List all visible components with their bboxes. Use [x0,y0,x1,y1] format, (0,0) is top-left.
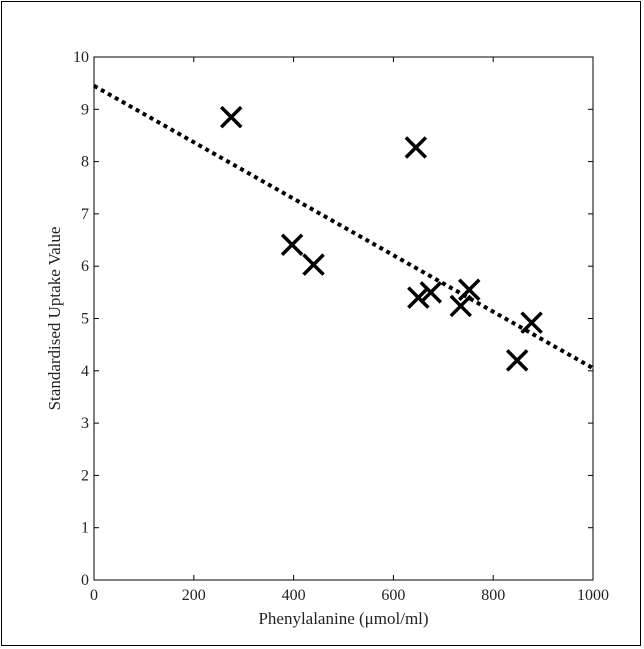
data-point-x-marker [302,253,325,276]
y-tick-label: 8 [81,154,89,171]
y-tick-label: 7 [81,206,89,223]
y-tick-label: 0 [81,572,89,589]
y-tick-label: 1 [81,520,89,537]
axes-box [93,56,594,581]
y-tick-label: 5 [81,311,89,328]
data-point-x-marker [449,294,473,318]
trendline [93,84,594,370]
x-tick-label: 1000 [577,587,609,604]
plot-area [93,56,594,581]
data-point-x-marker [407,286,430,309]
y-tick-label: 9 [81,101,89,118]
tick-layer: 0 200 400 600 800 1000 0 1 2 3 4 5 6 7 8 9 10 [73,49,609,604]
x-tick-label: 200 [182,587,206,604]
x-tick-label: 800 [481,587,505,604]
data-point-x-marker [505,349,529,372]
y-tick-label: 3 [81,415,89,432]
y-tick-label: 2 [81,467,89,484]
data-point-x-marker [458,278,481,301]
data-point-x-marker [419,281,443,304]
y-axis-title: Standardised Uptake Value [45,227,64,411]
data-point-x-marker [404,136,428,159]
y-tick-label: 10 [73,49,89,66]
y-tick-label: 6 [81,258,89,275]
data-point-x-marker [520,311,543,334]
x-tick-label: 400 [282,587,306,604]
data-points [219,105,543,372]
y-tick-label: 4 [81,363,89,380]
x-tick-label: 0 [90,587,98,604]
data-point-x-marker [280,233,304,256]
data-point-x-marker [219,105,243,129]
x-tick-label: 600 [381,587,405,604]
x-axis-title: Phenylalanine (μmol/ml) [258,609,428,628]
